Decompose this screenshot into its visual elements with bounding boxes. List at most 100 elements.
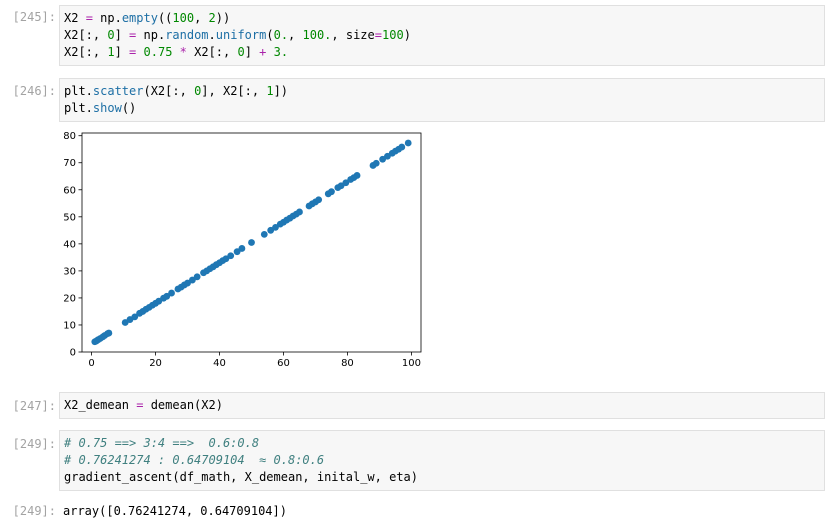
code-token: ]	[244, 45, 260, 59]
data-point	[404, 139, 412, 147]
data-point	[398, 143, 406, 151]
code-line: X2[:, 0] = np.random.uniform(0., 100., s…	[64, 27, 824, 44]
code-token: gradient_ascent(df_math, X_demean, inita…	[64, 470, 419, 484]
code-cell-249[interactable]: # 0.75 ==> 3:4 ==> 0.6:0.8 # 0.76241274 :…	[59, 430, 825, 491]
x-tick-label: 100	[402, 358, 421, 369]
code-token: demean(X2)	[143, 398, 223, 412]
code-token: 100	[382, 28, 404, 42]
code-token: X2[:,	[64, 45, 108, 59]
y-tick-label: 50	[63, 212, 76, 223]
data-point	[188, 276, 196, 284]
data-point	[296, 208, 303, 216]
code-cell-246[interactable]: plt.scatter(X2[:, 0], X2[:, 1]) plt.show(…	[59, 78, 825, 122]
code-token: 0.	[273, 28, 289, 42]
code-cell-247[interactable]: X2_demean = demean(X2)	[59, 392, 825, 419]
code-token: =	[129, 45, 137, 59]
y-tick-label: 0	[70, 348, 76, 359]
code-token: 2	[208, 11, 216, 25]
code-token: ])	[273, 84, 289, 98]
code-token: , size	[331, 28, 375, 42]
code-token: ]	[114, 28, 130, 42]
data-point	[353, 172, 361, 179]
data-point	[131, 313, 139, 321]
code-token: 0.75	[143, 45, 173, 59]
code-token: ()	[121, 101, 137, 115]
data-point	[272, 223, 279, 231]
code-token: 0	[107, 28, 115, 42]
code-token: =	[374, 28, 382, 42]
x-tick-label: 40	[213, 358, 226, 369]
code-token: np.	[92, 11, 122, 25]
code-token	[136, 45, 143, 59]
code-token	[266, 45, 273, 59]
code-token: np.	[136, 28, 166, 42]
code-token: 0	[194, 84, 202, 98]
code-token: *	[179, 45, 187, 59]
code-token: uniform	[215, 28, 267, 42]
code-token: plt.	[64, 84, 93, 98]
code-line: X2 = np.empty((100, 2))	[64, 10, 824, 27]
scatter-plot: 0 20 40 60 80 100 0 10 20 30 40 50 60 70 80	[63, 131, 422, 369]
data-point	[163, 292, 171, 300]
code-token: 1	[266, 84, 274, 98]
x-tick-label: 20	[149, 358, 162, 369]
data-point	[193, 273, 201, 281]
code-token: =	[129, 28, 137, 42]
data-point	[328, 188, 335, 196]
data-point	[372, 159, 380, 167]
code-line: # 0.76241274 : 0.64709104 ≈ 0.8:0.6	[64, 452, 824, 469]
data-point	[315, 196, 323, 204]
y-tick-label: 10	[63, 320, 76, 331]
code-token: )	[403, 28, 411, 42]
x-tick-label: 80	[341, 358, 354, 369]
code-token: 0	[237, 45, 245, 59]
code-token: X2	[64, 11, 86, 25]
code-token: plt.	[64, 101, 93, 115]
code-token: =	[136, 398, 144, 412]
code-token: =	[85, 11, 93, 25]
x-tick-label: 0	[88, 358, 94, 369]
cell-prompt: [245]:	[12, 10, 56, 24]
y-tick-label: 80	[63, 131, 76, 142]
code-token: # 0.75 ==> 3:4 ==> 0.6:0.8	[64, 436, 260, 450]
code-token: ))	[215, 11, 231, 25]
data-point	[260, 230, 268, 238]
output-text: array([0.76241274, 0.64709104])	[63, 504, 287, 518]
code-line: plt.scatter(X2[:, 0], X2[:, 1])	[64, 83, 824, 100]
code-token	[172, 45, 179, 59]
data-point	[238, 245, 246, 252]
code-token: 100.	[302, 28, 332, 42]
data-point	[233, 248, 241, 256]
y-tick-label: 30	[63, 266, 76, 277]
code-token: X2[:,	[186, 45, 238, 59]
code-token: ]	[114, 45, 130, 59]
output-prompt: [249]:	[12, 504, 56, 518]
data-point	[227, 252, 235, 260]
x-tick-label: 60	[277, 358, 290, 369]
y-tick-label: 60	[63, 185, 76, 196]
code-token: 100	[172, 11, 195, 25]
code-line: X2[:, 1] = 0.75 * X2[:, 0] + 3.	[64, 44, 824, 61]
data-point	[248, 239, 255, 246]
code-token: ,	[194, 11, 209, 25]
code-token: ((	[157, 11, 173, 25]
code-token: X2_demean	[64, 398, 137, 412]
code-token: scatter	[92, 84, 144, 98]
code-token: (	[266, 28, 274, 42]
cell-prompt: [249]:	[12, 437, 56, 451]
data-point	[105, 329, 113, 337]
code-line: gradient_ascent(df_math, X_demean, inita…	[64, 469, 824, 486]
code-token: ], X2[:,	[201, 84, 267, 98]
y-tick-label: 20	[63, 293, 76, 304]
code-cell-245[interactable]: X2 = np.empty((100, 2)) X2[:, 0] = np.ran…	[59, 5, 825, 66]
code-token: (X2[:,	[143, 84, 195, 98]
code-line: plt.show()	[64, 100, 824, 117]
code-token: ,	[288, 28, 303, 42]
y-tick-label: 40	[63, 239, 76, 250]
code-token: 3.	[273, 45, 289, 59]
cell-prompt: [246]:	[12, 84, 56, 98]
code-token: +	[259, 45, 267, 59]
code-line: # 0.75 ==> 3:4 ==> 0.6:0.8	[64, 435, 824, 452]
data-point	[168, 289, 175, 297]
cell-prompt: [247]:	[12, 399, 56, 413]
